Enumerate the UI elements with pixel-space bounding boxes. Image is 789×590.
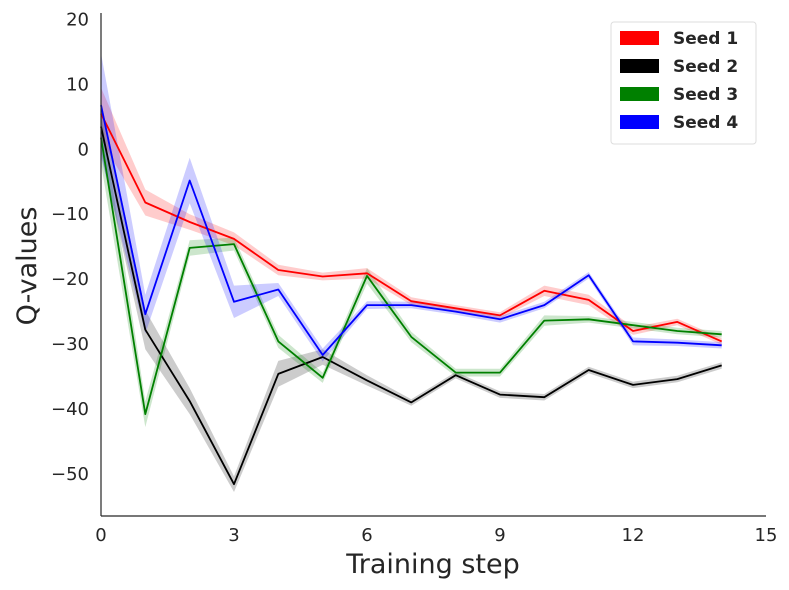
legend-swatch-4 — [620, 115, 659, 129]
legend-label-4: Seed 4 — [673, 113, 738, 133]
series-4-line — [100, 105, 722, 356]
legend-label-3: Seed 3 — [673, 85, 738, 105]
x-tick-label: 0 — [95, 525, 106, 546]
x-tick-label: 3 — [228, 525, 239, 546]
x-tick-label: 6 — [361, 525, 372, 546]
x-tick-label: 12 — [622, 525, 645, 546]
legend-label-2: Seed 2 — [673, 57, 738, 77]
y-tick-label: −30 — [51, 334, 89, 355]
series-2-line — [100, 126, 722, 486]
legend-box — [610, 21, 757, 145]
series-3-band — [101, 111, 722, 428]
legend: Seed 1 Seed 2 Seed 3 Seed 4 — [610, 21, 757, 145]
axes — [100, 13, 766, 517]
y-tick-label: 10 — [66, 74, 89, 95]
series-3-line — [100, 137, 722, 416]
y-tick-label: −40 — [51, 399, 89, 420]
y-tick-label: 0 — [78, 139, 89, 160]
x-tick-labels: 0 3 6 9 12 15 — [95, 525, 777, 546]
series-lines — [100, 105, 723, 486]
y-axis-label: Q-values — [12, 207, 43, 326]
y-tick-label: 20 — [66, 9, 89, 30]
x-tick-label: 15 — [755, 525, 778, 546]
series-4-band — [101, 53, 722, 362]
y-tick-label: −10 — [51, 204, 89, 225]
legend-swatch-3 — [620, 87, 659, 101]
series-2-band — [101, 100, 722, 492]
legend-swatch-2 — [620, 59, 659, 73]
confidence-bands — [101, 53, 722, 492]
legend-label-1: Seed 1 — [673, 29, 738, 49]
x-tick-label: 9 — [494, 525, 505, 546]
y-tick-label: −20 — [51, 269, 89, 290]
x-axis-label: Training step — [345, 549, 520, 580]
y-tick-label: −50 — [51, 464, 89, 485]
y-tick-labels: 20 10 0 −10 −20 −30 −40 −50 — [51, 9, 89, 484]
legend-swatch-1 — [620, 31, 659, 45]
